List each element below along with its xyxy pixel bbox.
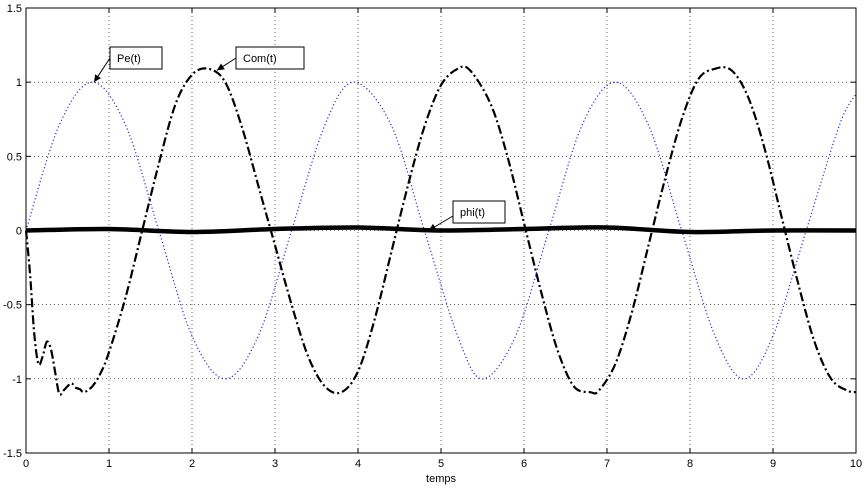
x-tick-label: 9 bbox=[770, 458, 776, 470]
y-tick-label: -1 bbox=[12, 374, 22, 386]
annotation-label: phi(t) bbox=[460, 207, 485, 219]
annotation-arrowhead bbox=[216, 63, 225, 71]
x-axis-ticks: 0 1 2 3 4 5 6 7 8 9 10 bbox=[23, 8, 862, 470]
annotation-label: Pe(t) bbox=[117, 53, 141, 65]
x-tick-label: 0 bbox=[23, 458, 29, 470]
y-tick-label: -0.5 bbox=[3, 300, 22, 312]
series-line-pet bbox=[25, 81, 857, 380]
x-tick-label: 7 bbox=[604, 458, 610, 470]
x-tick-label: 3 bbox=[272, 458, 278, 470]
y-tick-label: 0.5 bbox=[7, 151, 22, 163]
y-tick-label: 1.5 bbox=[7, 3, 22, 15]
x-tick-label: 6 bbox=[521, 458, 527, 470]
y-tick-label: 1 bbox=[16, 77, 22, 89]
y-tick-label: -1.5 bbox=[3, 448, 22, 460]
x-tick-label: 1 bbox=[106, 458, 112, 470]
annotation-callout: Pe(t) bbox=[93, 46, 163, 83]
annotations: Pe(t) Com(t) phi(t) bbox=[93, 46, 506, 231]
series-line-comt bbox=[24, 65, 857, 396]
x-tick-label: 5 bbox=[438, 458, 444, 470]
annotation-arrowhead bbox=[428, 223, 437, 231]
annotation-label: Com(t) bbox=[243, 53, 277, 65]
x-tick-label: 2 bbox=[189, 458, 195, 470]
x-axis-label: temps bbox=[426, 473, 456, 485]
annotation-callout: phi(t) bbox=[428, 200, 506, 231]
y-tick-label: 0 bbox=[16, 226, 22, 238]
x-tick-label: 4 bbox=[355, 458, 361, 470]
series-lines bbox=[24, 65, 857, 396]
y-axis-ticks: -1.5 -1 -0.5 0 0.5 1 1.5 bbox=[3, 3, 856, 460]
x-tick-label: 10 bbox=[850, 458, 862, 470]
annotation-callout: Com(t) bbox=[216, 46, 305, 71]
annotation-box bbox=[452, 200, 506, 224]
annotation-arrowhead bbox=[94, 74, 101, 83]
x-tick-label: 8 bbox=[687, 458, 693, 470]
series-line-phit bbox=[25, 225, 857, 235]
